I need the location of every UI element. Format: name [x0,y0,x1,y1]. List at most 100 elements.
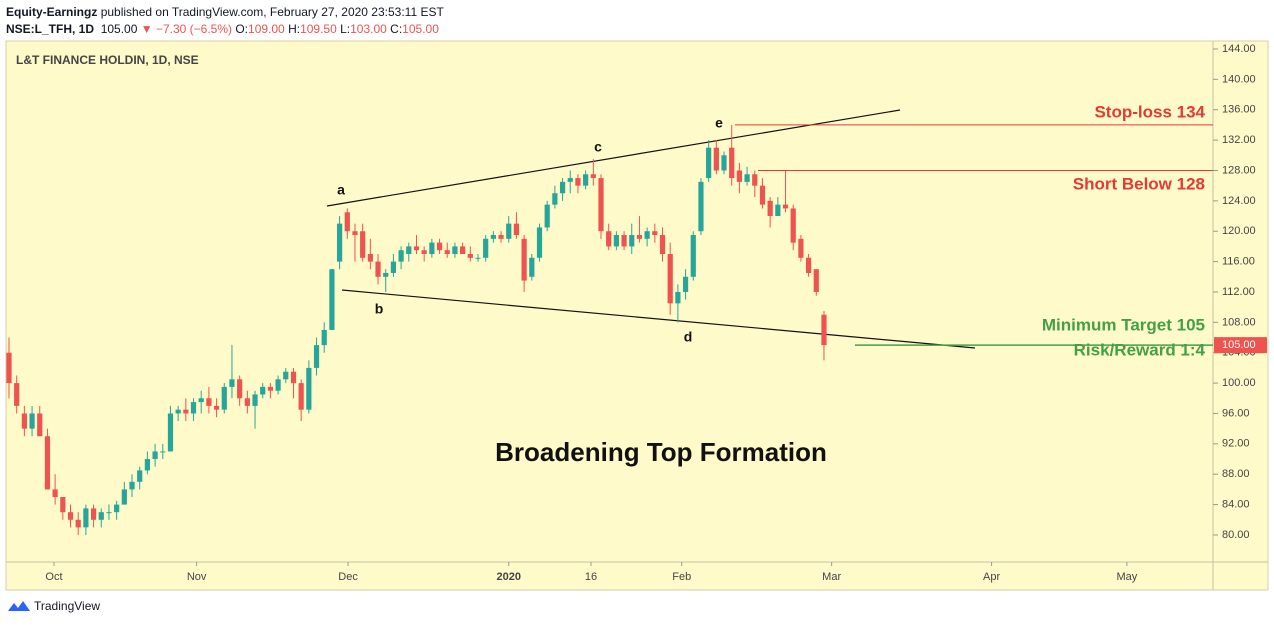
candle-body [183,409,189,414]
candle-body [321,329,327,346]
logo-icon [8,601,30,611]
candle-body [452,246,458,255]
candle-body [83,508,89,528]
candle-body [698,181,704,232]
candle-body [467,254,473,258]
symbol-line: NSE:L_TFH, 1D 105.00 ▼ −7.30 (−6.5%) O:1… [6,22,439,36]
candle-body [652,231,658,236]
ohlc-value: 109.00 [248,22,285,36]
candle-body [175,409,181,414]
candle-body [483,238,489,258]
candle-body [290,371,297,384]
candle-body [567,178,573,182]
candle-body [606,231,612,247]
candle-body [213,405,220,410]
candle-body [590,174,596,179]
candle-body [744,174,750,182]
candle-body [667,254,673,304]
candle-body [237,379,243,399]
lower-trendline [341,289,976,349]
ohlc-value: 109.50 [300,22,337,36]
author: Equity-Earningz [6,5,98,19]
candle-body [167,413,174,452]
ohlc-value: 105.00 [402,22,439,36]
candle-body [490,235,496,239]
y-tick-label: 140.00 [1222,73,1256,85]
candle-body [221,386,227,410]
candle-body [690,235,696,277]
formation-label: Broadening Top Formation [495,437,827,467]
price-tag [1214,337,1267,354]
candle-body [636,235,643,239]
published: published on TradingView.com, February 2… [100,5,444,19]
x-tick-label: Mar [822,571,841,583]
candle-body [52,489,58,497]
candle-body [152,451,158,460]
candle-body [114,504,120,513]
ohlc-key: L: [340,22,351,36]
candle-body [713,147,719,171]
point-label: d [684,329,693,345]
candle-body [559,181,566,194]
candle-body [444,250,450,255]
candle-body [275,379,281,391]
candle-body [14,383,20,406]
y-tick-label: 96.00 [1222,407,1250,419]
point-label: b [375,301,384,317]
candle-body [406,246,412,255]
candle-body [805,257,812,273]
candles [6,124,827,535]
x-tick-label: 16 [585,571,597,583]
candle-body [767,200,773,217]
candle-body [144,459,150,471]
candle-body [644,231,650,239]
candle-body [129,481,135,490]
level-label: Short Below 128 [1073,174,1205,193]
candle-body [329,269,335,330]
candle-body [90,508,97,520]
candle-body [383,272,389,277]
candle-body [475,257,481,259]
last: 105.00 [100,22,138,36]
candle-body [513,223,520,236]
y-tick-label: 120.00 [1222,225,1256,237]
y-tick-label: 84.00 [1222,498,1250,510]
candle-body [344,212,350,232]
point-label: a [337,182,345,198]
candle-body [398,250,404,262]
candle-body [306,367,312,410]
candle-body [413,246,420,251]
candle-body [429,242,435,255]
candle-body [75,519,81,528]
candle-body [675,291,681,304]
y-tick-label: 136.00 [1222,104,1256,116]
level-label: Minimum Target 105 [1042,315,1205,334]
ohlc-value: 103.00 [350,22,387,36]
candle-body [121,489,127,505]
candle-body [436,242,443,251]
candle-body [821,314,827,346]
y-tick-label: 108.00 [1222,316,1256,328]
ohlc-key: C: [390,22,403,36]
candle-body [60,496,66,513]
ohlc-key: O: [235,22,249,36]
y-tick-label: 124.00 [1222,195,1256,207]
candle-body [752,174,758,186]
point-label: e [715,115,723,131]
brand: TradingView [34,599,100,613]
x-tick-label: 2020 [497,571,521,583]
candle-body [529,257,535,277]
x-tick-label: Oct [45,571,62,583]
candle-body [682,276,689,292]
candle-body [629,235,635,247]
candle-body [421,250,427,255]
candle-body [575,178,581,186]
candle-body [782,204,789,209]
point-label: c [594,139,602,155]
candle-body [206,398,212,406]
price-tag-label: 105.00 [1222,339,1256,351]
candle-body [775,204,781,217]
y-tick-label: 92.00 [1222,438,1250,450]
y-tick-label: 80.00 [1222,529,1250,541]
